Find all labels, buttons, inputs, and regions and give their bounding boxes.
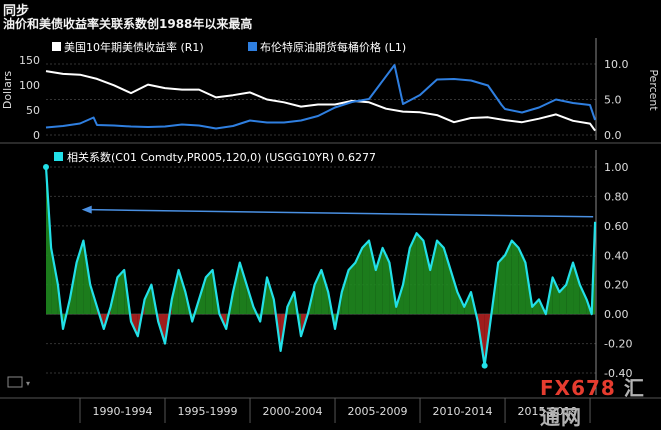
chevron-down-icon[interactable]: ▾ <box>26 379 30 388</box>
correlation-tick-label: 1.00 <box>604 161 629 174</box>
correlation-y-ticks: 1.00 0.80 0.60 0.40 0.20 0.00 -0.20 -0.40 <box>604 161 632 380</box>
correlation-area-segment <box>511 240 519 315</box>
legend-swatch-correlation <box>54 152 63 161</box>
annotation-arrow <box>81 205 594 218</box>
correlation-area-segment <box>51 247 58 315</box>
top-right-ticks: 10.0 5.0 0.0 <box>604 58 629 142</box>
correlation-area-segment <box>178 270 186 315</box>
x-tick-label: 2010-2014 <box>433 405 493 418</box>
watermark-logo: FX678 汇通网 <box>540 372 661 430</box>
correlation-line <box>43 164 597 369</box>
correlation-panel: 相关系数(C01 Comdty,PR005,120,0) (USGG10YR) … <box>43 150 632 395</box>
left-tick-label: 50 <box>26 104 40 117</box>
correlation-area-segment <box>498 255 506 315</box>
x-tick-label: 2015-2019 <box>518 405 578 418</box>
correlation-area-segment <box>409 233 417 315</box>
correlation-area-segment <box>430 240 438 315</box>
correlation-area-segment <box>117 270 125 315</box>
right-tick-label: 5.0 <box>604 94 622 107</box>
correlation-area-segment <box>362 240 370 315</box>
left-tick-label: 150 <box>19 54 40 67</box>
x-tick-label: 1995-1999 <box>178 405 238 418</box>
correlation-area-segment <box>579 284 587 315</box>
correlation-area-segment <box>382 247 390 315</box>
x-axis-ticks: 1990-1994 1995-1999 2000-2004 2005-2009 2010… <box>79 398 591 423</box>
correlation-tick-label: -0.40 <box>604 367 632 380</box>
correlation-area-segment <box>369 240 376 315</box>
brent-price-line <box>45 64 597 130</box>
legend-correlation-label: 相关系数(C01 Comdty,PR005,120,0) (USGG10YR) … <box>67 150 376 164</box>
chart-menu-icon[interactable] <box>7 376 23 388</box>
treasury-yield-line <box>45 70 596 132</box>
correlation-tick-label: -0.20 <box>604 338 632 351</box>
x-tick-label: 2005-2009 <box>348 405 408 418</box>
correlation-area-segment <box>450 270 458 315</box>
left-axis-title: Dollars <box>1 71 14 110</box>
legend-brent-label: 布伦特原油期货每桶价格 (L1) <box>260 40 406 54</box>
low-point-marker <box>481 362 488 369</box>
right-tick-label: 10.0 <box>604 58 629 71</box>
correlation-area-segment <box>321 270 329 315</box>
correlation-area-segment <box>559 284 567 315</box>
correlation-area-segment <box>437 240 444 315</box>
chart-subtitle: 油价和美债收益率关联系数创1988年以来最高 <box>3 17 253 31</box>
x-tick-label: 2000-2004 <box>263 405 323 418</box>
top-left-ticks: 150 100 50 0 <box>19 54 40 142</box>
correlation-area-segment <box>403 247 410 315</box>
right-tick-label: 0.0 <box>604 129 622 142</box>
x-tick-label: 1990-1994 <box>93 405 153 418</box>
x-axis-band <box>0 395 661 423</box>
correlation-tick-label: 0.20 <box>604 279 629 292</box>
correlation-area-segment <box>144 284 152 315</box>
left-tick-label: 100 <box>19 79 40 92</box>
legend-swatch-brent <box>248 42 257 51</box>
start-point-marker <box>43 164 49 170</box>
correlation-series-line <box>44 166 597 367</box>
correlation-area-segment <box>443 247 451 315</box>
correlation-area-segment <box>566 262 574 315</box>
correlation-tick-label: 0.80 <box>604 190 629 203</box>
correlation-area-segment <box>205 270 213 315</box>
correlation-area-segment <box>355 247 363 315</box>
correlation-area-segment <box>505 240 512 315</box>
legend-yield-label: 美国10年期美债收益率 (R1) <box>64 40 204 54</box>
correlation-area-segment <box>532 299 540 315</box>
correlation-tick-label: 0.00 <box>604 308 629 321</box>
correlation-area-segment <box>518 247 526 315</box>
correlation-area-segment <box>233 262 240 315</box>
arrow-head <box>81 205 92 214</box>
correlation-area-segment <box>423 240 431 315</box>
correlation-area-segment <box>348 262 356 315</box>
correlation-area-segment <box>552 277 560 315</box>
correlation-area-segment <box>83 240 91 315</box>
arrow-shaft <box>89 208 594 218</box>
left-tick-label: 0 <box>33 129 40 142</box>
correlation-area <box>46 167 596 366</box>
top-grid <box>46 38 597 140</box>
legend-swatch-yield <box>52 42 61 51</box>
correlation-tick-label: 0.40 <box>604 249 629 262</box>
correlation-area-segment <box>573 262 580 315</box>
top-series-lines <box>45 64 597 132</box>
correlation-area-segment <box>416 233 424 315</box>
correlation-area-segment <box>57 284 64 329</box>
correlation-area-segment <box>239 262 247 315</box>
correlation-tick-label: 0.60 <box>604 220 629 233</box>
price-yield-panel: 美国10年期美债收益率 (R1) 布伦特原油期货每桶价格 (L1) Dollar… <box>1 38 660 142</box>
watermark-text-a: FX678 <box>540 376 616 400</box>
correlation-area-segment <box>341 270 349 315</box>
right-axis-title: Percent <box>647 69 660 111</box>
chart-title: 同步 <box>3 4 30 19</box>
